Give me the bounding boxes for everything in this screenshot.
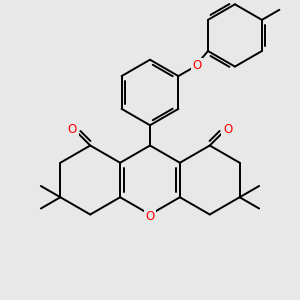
Text: O: O (68, 123, 77, 136)
Text: O: O (192, 59, 202, 72)
Text: O: O (146, 209, 154, 223)
Text: O: O (223, 123, 232, 136)
